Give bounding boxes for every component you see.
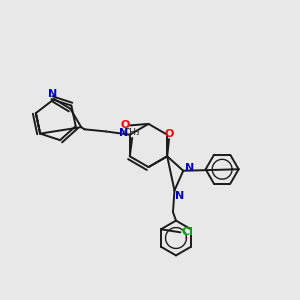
Text: O: O [165,129,174,139]
Text: N: N [48,89,57,99]
Text: N: N [185,164,194,173]
Text: N: N [175,191,184,201]
Text: N: N [118,128,128,139]
Text: O: O [120,120,129,130]
Text: Cl: Cl [181,227,193,237]
Text: CH₃: CH₃ [124,128,140,137]
